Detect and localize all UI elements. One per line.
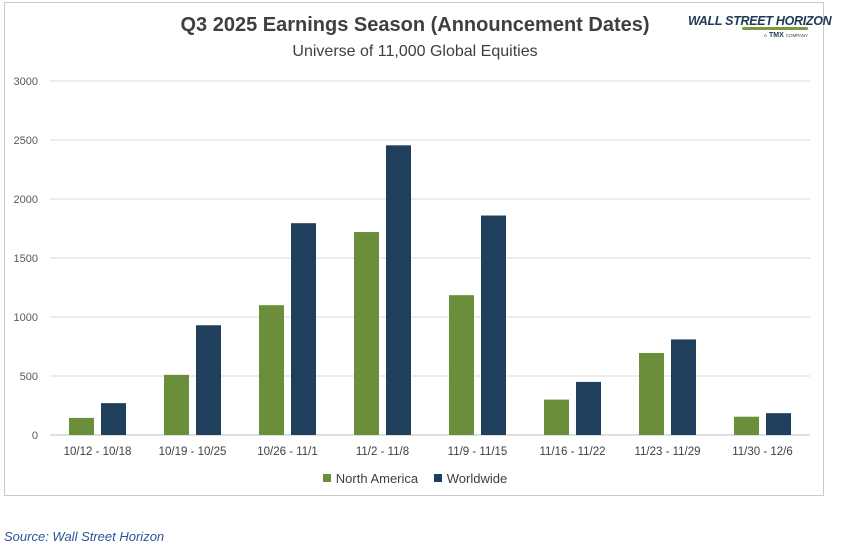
x-tick-label: 11/2 - 11/8 bbox=[356, 446, 409, 458]
bar-worldwide bbox=[196, 325, 221, 435]
x-tick-label: 11/30 - 12/6 bbox=[732, 446, 793, 458]
x-tick-label: 11/9 - 11/15 bbox=[448, 446, 508, 458]
bar-worldwide bbox=[481, 215, 506, 435]
chart-subtitle: Universe of 11,000 Global Equities bbox=[292, 43, 538, 60]
x-tick-label: 11/23 - 11/29 bbox=[634, 446, 700, 458]
source-note: Source: Wall Street Horizon bbox=[4, 529, 165, 544]
bar-north-america bbox=[449, 295, 474, 435]
logo-tmx-prefix: A bbox=[764, 33, 768, 38]
logo-brand-text: WALL STREET HORIZON bbox=[688, 14, 832, 28]
legend-label-worldwide: Worldwide bbox=[446, 470, 508, 486]
chart-title: Q3 2025 Earnings Season (Announcement Da… bbox=[180, 14, 650, 36]
chart-legend: North America Worldwide bbox=[0, 470, 830, 486]
y-tick-label: 2000 bbox=[14, 194, 38, 206]
y-tick-label: 3000 bbox=[14, 76, 38, 88]
legend-item-north-america: North America bbox=[322, 470, 419, 486]
wall-street-horizon-logo: WALL STREET HORIZON A TMX COMPANY bbox=[688, 14, 832, 48]
bar-worldwide bbox=[101, 403, 126, 435]
bar-worldwide bbox=[576, 381, 601, 435]
x-tick-label: 10/12 - 10/18 bbox=[64, 446, 132, 458]
logo-tmx-text: A TMX COMPANY bbox=[764, 32, 808, 39]
bar-north-america bbox=[259, 305, 284, 435]
bar-north-america bbox=[734, 416, 759, 435]
bar-worldwide bbox=[386, 145, 411, 435]
bar-north-america bbox=[639, 352, 664, 435]
y-tick-label: 500 bbox=[20, 371, 38, 383]
bar-worldwide bbox=[671, 339, 696, 435]
bar-north-america bbox=[354, 232, 379, 435]
logo-tmx-suffix: COMPANY bbox=[785, 33, 809, 38]
bar-worldwide bbox=[766, 413, 791, 435]
y-tick-label: 0 bbox=[32, 430, 38, 442]
legend-item-worldwide: Worldwide bbox=[433, 470, 508, 486]
legend-swatch-north-america bbox=[322, 474, 331, 482]
logo-tmx-mark: TMX bbox=[768, 32, 784, 39]
x-tick-label: 11/16 - 11/22 bbox=[539, 446, 605, 458]
bar-worldwide bbox=[291, 223, 316, 435]
bar-north-america bbox=[164, 374, 189, 435]
bar-north-america bbox=[69, 417, 94, 435]
logo-swoosh bbox=[742, 27, 808, 30]
bar-north-america bbox=[544, 399, 569, 435]
y-tick-label: 1500 bbox=[14, 253, 38, 265]
y-tick-label: 1000 bbox=[14, 312, 38, 324]
y-tick-label: 2500 bbox=[14, 135, 38, 147]
legend-label-north-america: North America bbox=[335, 470, 419, 486]
x-tick-label: 10/26 - 11/1 bbox=[257, 446, 318, 458]
legend-swatch-worldwide bbox=[433, 474, 442, 482]
x-tick-label: 10/19 - 10/25 bbox=[159, 446, 227, 458]
